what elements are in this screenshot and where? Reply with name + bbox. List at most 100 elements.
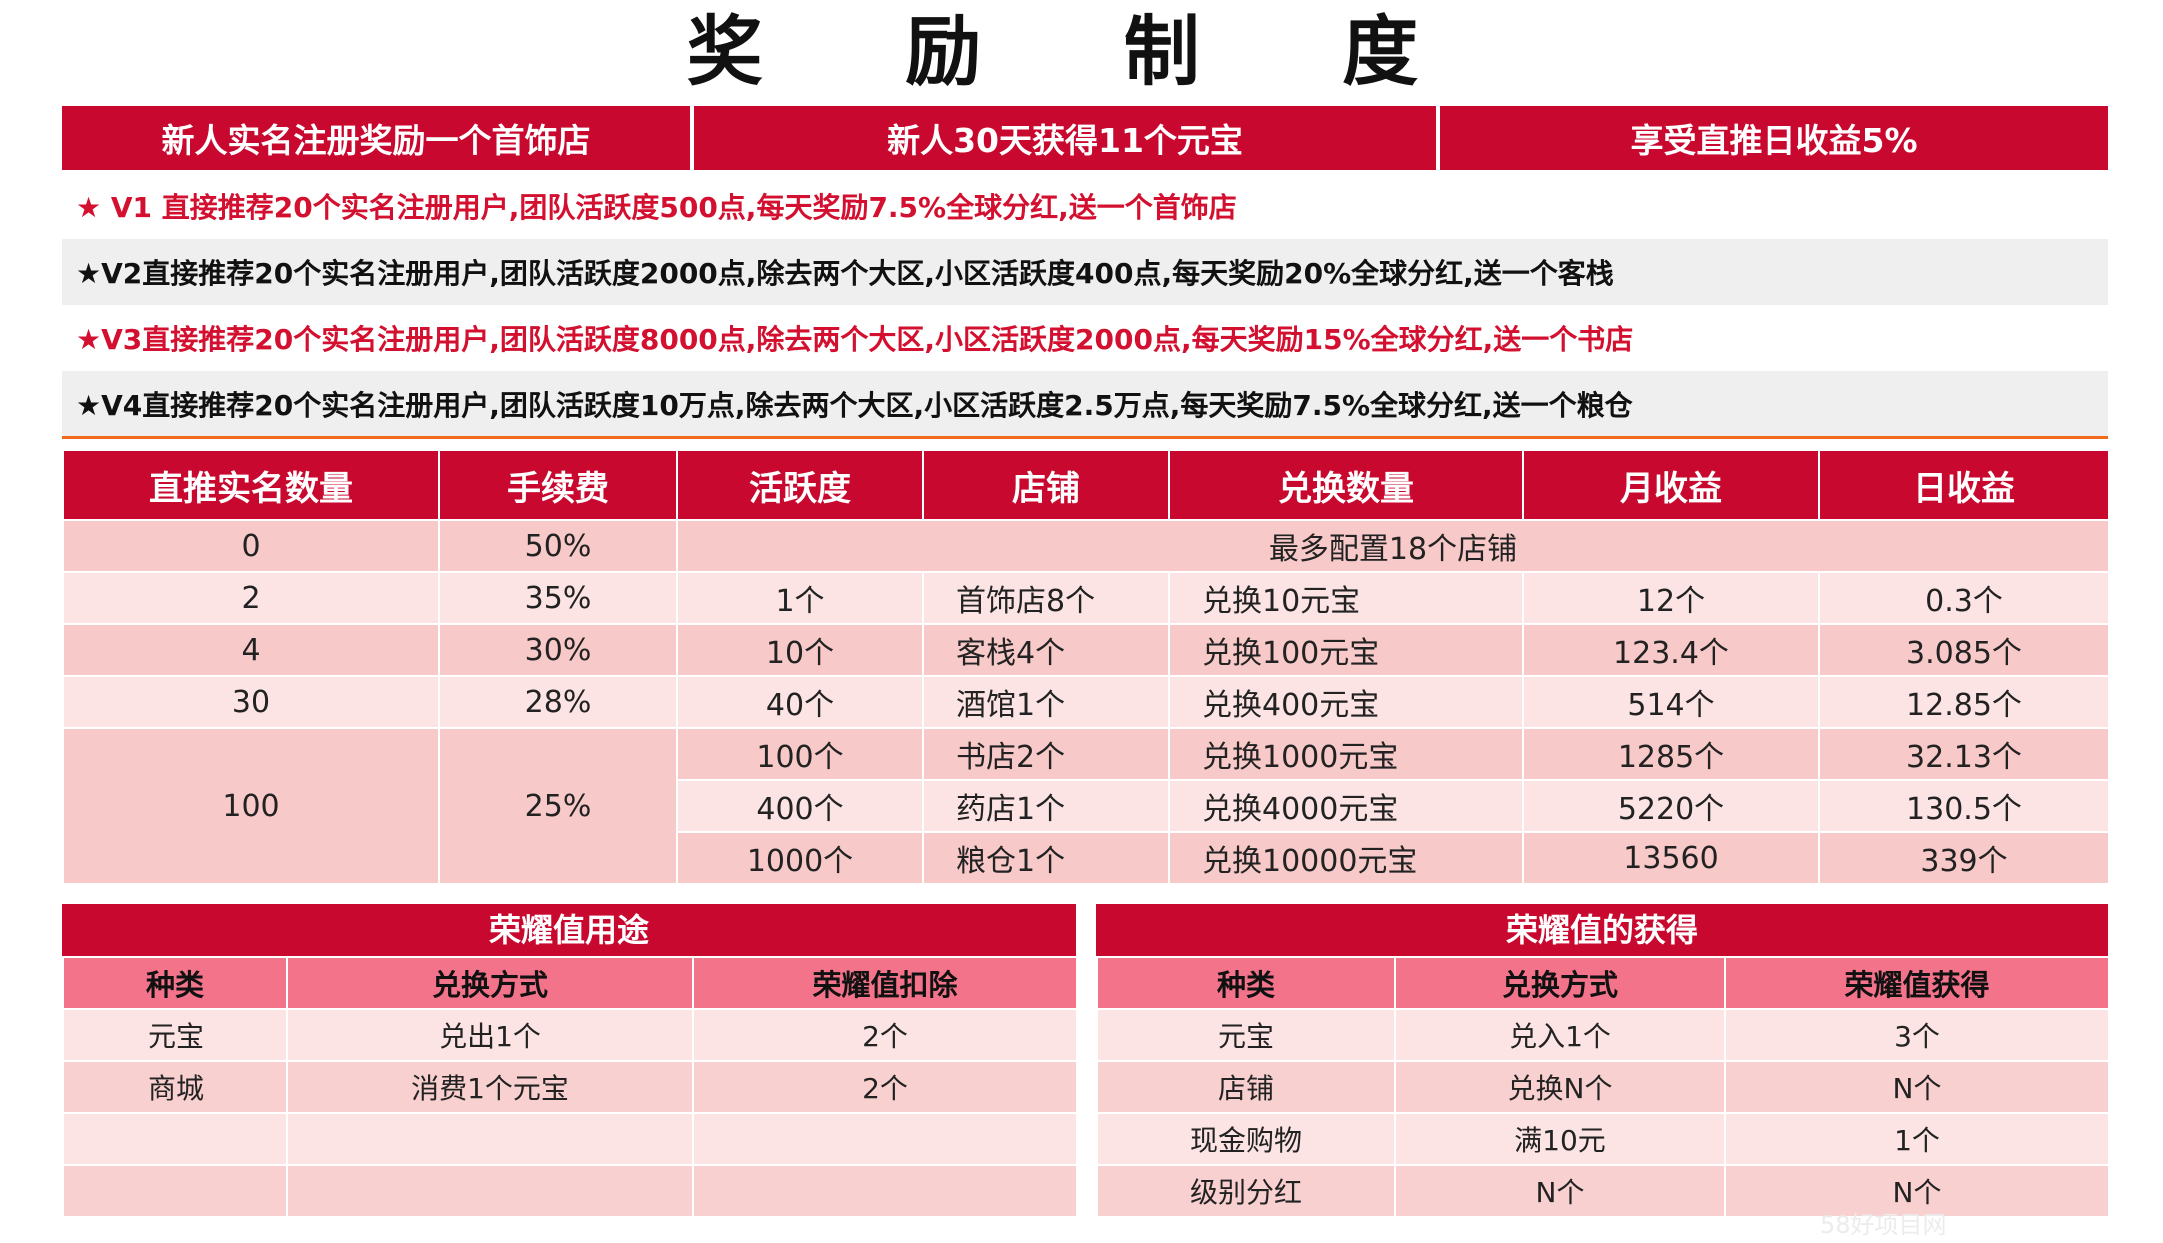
header-gain: 荣耀值获得 [1724, 956, 2110, 1010]
table-header-row: 直推实名数量 手续费 活跃度 店铺 兑换数量 月收益 日收益 [62, 449, 2110, 521]
watermark: 58好项目网 [1820, 1211, 1947, 1239]
cell-value: 3个 [1724, 1008, 2110, 1062]
cell-fee: 25% [438, 727, 678, 885]
table-row [62, 1112, 1078, 1166]
cell-method: N个 [1394, 1164, 1726, 1218]
cell-activity: 1000个 [676, 831, 924, 885]
cell-method: 兑换N个 [1394, 1060, 1726, 1114]
cell-fee: 30% [438, 623, 678, 677]
cell-daily: 32.13个 [1818, 727, 2110, 781]
cell-monthly: 13560 [1522, 831, 1820, 885]
cell-fee: 35% [438, 571, 678, 625]
level-v1-text: ★ V1 直接推荐20个实名注册用户,团队活跃度500点,每天奖励7.5%全球分… [62, 173, 2108, 239]
table-row: 1000个 粮仓1个 兑换10000元宝 13560 339个 [63, 831, 2110, 885]
cell-method: 兑入1个 [1394, 1008, 1726, 1062]
honor-use-panel: 荣耀值用途 种类 兑换方式 荣耀值扣除 元宝 兑出1个 2个 商城 消费1个元宝… [62, 904, 1078, 1218]
honor-use-table: 种类 兑换方式 荣耀值扣除 元宝 兑出1个 2个 商城 消费1个元宝 2个 [62, 956, 1078, 1218]
cell-value: N个 [1724, 1164, 2110, 1218]
divider-line [62, 436, 2108, 439]
newcomer-banner: 新人实名注册奖励一个首饰店 新人30天获得11个元宝 享受直推日收益5% [62, 106, 2108, 170]
page-title: 奖 励 制 度 [686, 7, 1477, 96]
cell-value: N个 [1724, 1060, 2110, 1114]
cell-activity: 40个 [676, 675, 924, 729]
header-method: 兑换方式 [286, 956, 694, 1010]
header-deduct: 荣耀值扣除 [692, 956, 1078, 1010]
cell-type: 店铺 [1096, 1060, 1396, 1114]
table-row: 元宝 兑出1个 2个 [62, 1008, 1078, 1062]
cell-monthly: 1285个 [1522, 727, 1820, 781]
cell-method: 兑出1个 [286, 1008, 694, 1062]
cell-count: 2 [62, 571, 440, 625]
cell-exchange: 兑换100元宝 [1168, 623, 1524, 677]
cell-count: 30 [62, 675, 440, 729]
cell-fee: 28% [438, 675, 678, 729]
header-type: 种类 [62, 956, 288, 1010]
cell-exchange: 兑换1000元宝 [1168, 727, 1524, 781]
table-row: 元宝 兑入1个 3个 [1096, 1008, 2110, 1062]
table-row: 400个 药店1个 兑换4000元宝 5220个 130.5个 [63, 779, 2110, 833]
cell-note: 最多配置18个店铺 [676, 519, 2110, 573]
cell-method [286, 1164, 694, 1218]
cell-fee: 50% [438, 519, 678, 573]
table-row: 2 35% 1个 首饰店8个 兑换10元宝 12个 0.3个 [62, 571, 2110, 625]
cell-daily: 130.5个 [1818, 779, 2110, 833]
cell-shop: 书店2个 [922, 727, 1170, 781]
cell-daily: 12.85个 [1818, 675, 2110, 729]
cell-shop: 药店1个 [922, 779, 1170, 833]
cell-method [286, 1112, 694, 1166]
header-count: 直推实名数量 [62, 449, 440, 521]
cell-type: 商城 [62, 1060, 288, 1114]
cell-method: 消费1个元宝 [286, 1060, 694, 1114]
header-method: 兑换方式 [1394, 956, 1726, 1010]
header-shop: 店铺 [922, 449, 1170, 521]
level-v3-text: ★V3直接推荐20个实名注册用户,团队活跃度8000点,除去两个大区,小区活跃度… [62, 305, 2108, 371]
honor-gain-table: 种类 兑换方式 荣耀值获得 元宝 兑入1个 3个 店铺 兑换N个 N个 现金购物… [1096, 956, 2110, 1218]
cell-activity: 100个 [676, 727, 924, 781]
table-row: 0 50% 最多配置18个店铺 [62, 519, 2110, 573]
cell-value: 2个 [692, 1008, 1078, 1062]
banner-item: 新人实名注册奖励一个首饰店 [62, 106, 690, 170]
level-v2-text: ★V2直接推荐20个实名注册用户,团队活跃度2000点,除去两个大区,小区活跃度… [62, 239, 2108, 305]
cell-activity: 400个 [676, 779, 924, 833]
header-daily: 日收益 [1818, 449, 2110, 521]
header-exchange: 兑换数量 [1168, 449, 1524, 521]
table-row [62, 1164, 1078, 1218]
cell-monthly: 514个 [1522, 675, 1820, 729]
cell-type [62, 1112, 288, 1166]
cell-count: 4 [62, 623, 440, 677]
table-row: 店铺 兑换N个 N个 [1096, 1060, 2110, 1114]
cell-exchange: 兑换10元宝 [1168, 571, 1524, 625]
table-row: 商城 消费1个元宝 2个 [62, 1060, 1078, 1114]
banner-item: 新人30天获得11个元宝 [694, 106, 1436, 170]
cell-value: 2个 [692, 1060, 1078, 1114]
cell-shop: 粮仓1个 [922, 831, 1170, 885]
level-v4-text: ★V4直接推荐20个实名注册用户,团队活跃度10万点,除去两个大区,小区活跃度2… [62, 371, 2108, 437]
honor-use-title: 荣耀值用途 [62, 904, 1076, 956]
cell-count: 0 [62, 519, 440, 573]
table-row: 现金购物 满10元 1个 [1096, 1112, 2110, 1166]
cell-method: 满10元 [1394, 1112, 1726, 1166]
reward-table: 直推实名数量 手续费 活跃度 店铺 兑换数量 月收益 日收益 0 50% 最多配… [62, 449, 2110, 885]
honor-gain-panel: 荣耀值的获得 种类 兑换方式 荣耀值获得 元宝 兑入1个 3个 店铺 兑换N个 … [1096, 904, 2110, 1218]
cell-type [62, 1164, 288, 1218]
cell-shop: 首饰店8个 [922, 571, 1170, 625]
cell-shop: 客栈4个 [922, 623, 1170, 677]
banner-item: 享受直推日收益5% [1440, 106, 2108, 170]
table-header-row: 种类 兑换方式 荣耀值扣除 [62, 956, 1078, 1010]
cell-count: 100 [62, 727, 440, 885]
table-header-row: 种类 兑换方式 荣耀值获得 [1096, 956, 2110, 1010]
cell-monthly: 12个 [1522, 571, 1820, 625]
cell-value [692, 1112, 1078, 1166]
cell-type: 级别分红 [1096, 1164, 1396, 1218]
cell-exchange: 兑换10000元宝 [1168, 831, 1524, 885]
cell-monthly: 123.4个 [1522, 623, 1820, 677]
table-row: 4 30% 10个 客栈4个 兑换100元宝 123.4个 3.085个 [62, 623, 2110, 677]
table-row: 级别分红 N个 N个 [1096, 1164, 2110, 1218]
cell-value [692, 1164, 1078, 1218]
header-monthly: 月收益 [1522, 449, 1820, 521]
header-fee: 手续费 [438, 449, 678, 521]
header-activity: 活跃度 [676, 449, 924, 521]
cell-monthly: 5220个 [1522, 779, 1820, 833]
table-row: 30 28% 40个 酒馆1个 兑换400元宝 514个 12.85个 [62, 675, 2110, 729]
cell-exchange: 兑换400元宝 [1168, 675, 1524, 729]
